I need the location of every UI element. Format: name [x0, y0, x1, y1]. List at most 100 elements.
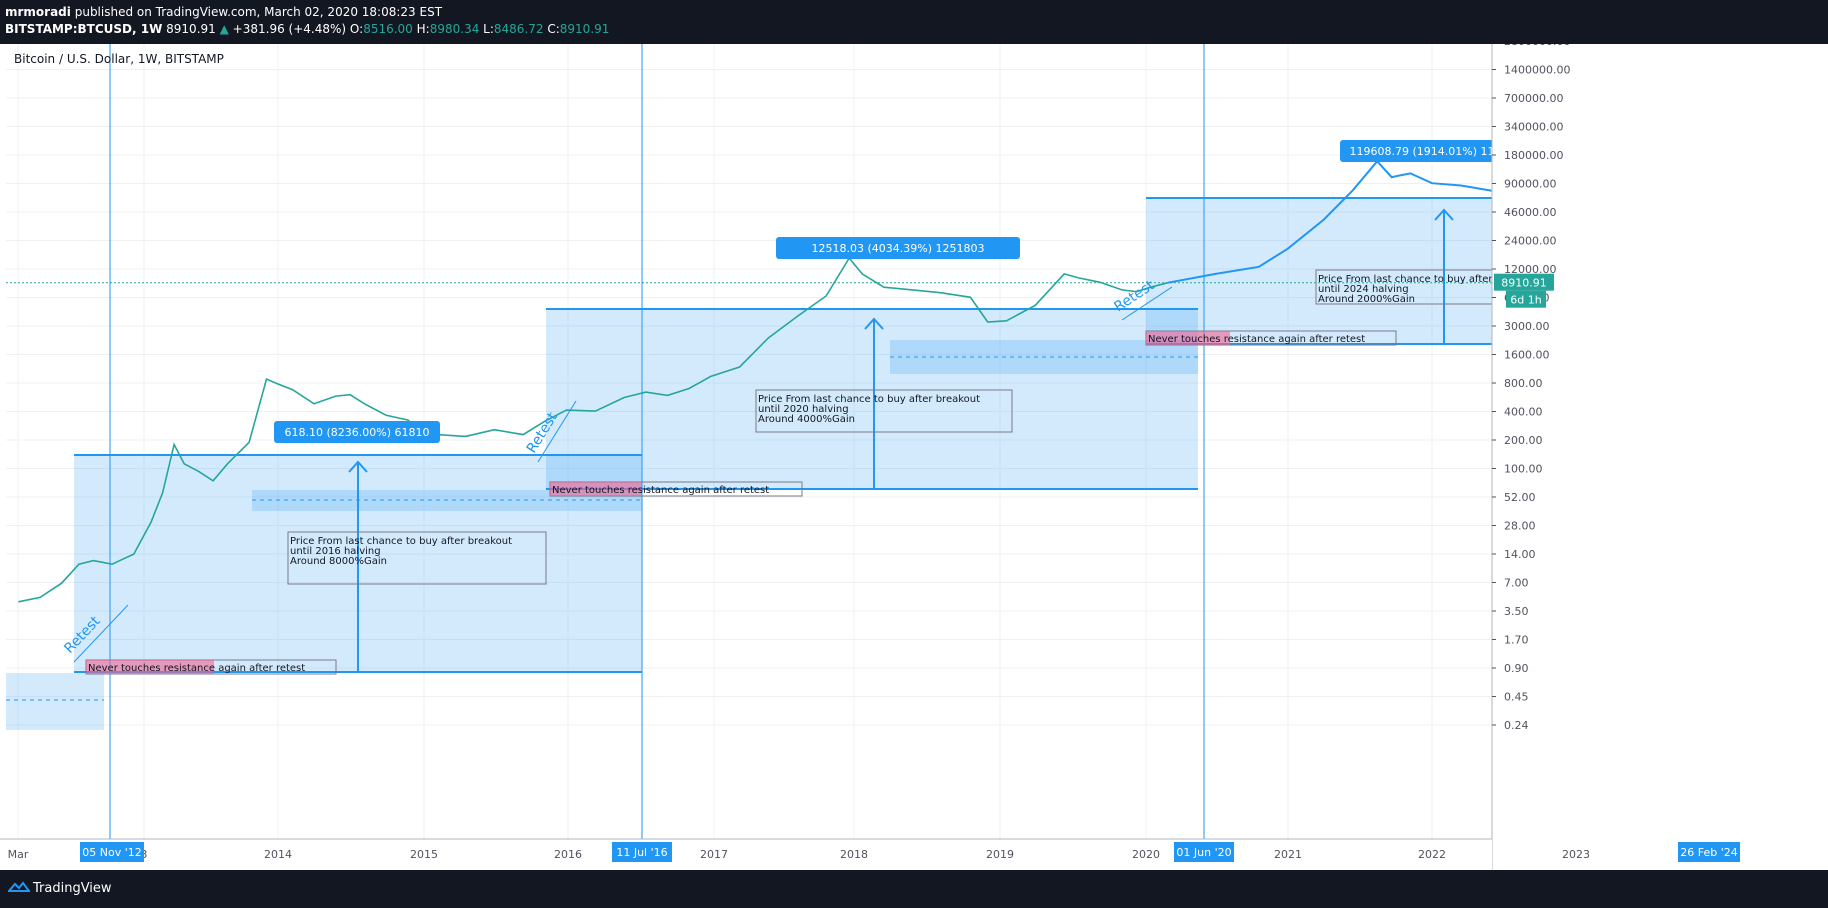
time-marker-bg	[1174, 842, 1234, 862]
time-marker-bg	[80, 842, 144, 862]
high-label: H:	[416, 22, 430, 36]
price-tick-label: 700000.00	[1504, 92, 1564, 105]
time-marker-label: 05 Nov '12	[82, 846, 141, 859]
time-tick-label: 2015	[410, 848, 438, 861]
price-tick-label: 800.00	[1504, 377, 1543, 390]
chart-title: Bitcoin / U.S. Dollar, 1W, BITSTAMP	[14, 52, 224, 66]
tradingview-logo-icon[interactable]	[8, 880, 30, 894]
price-tick-label: 52.00	[1504, 491, 1536, 504]
never-touch-label: Never touches resistance again after ret…	[552, 485, 769, 496]
high-value: 8980.34	[429, 22, 480, 36]
time-marker-label: 11 Jul '16	[616, 846, 667, 859]
gain-arrow-head	[1434, 208, 1454, 221]
grid-lines	[6, 40, 1577, 839]
author-name[interactable]: mrmoradi	[5, 5, 71, 19]
brand-name[interactable]: TradingView	[33, 881, 112, 896]
up-arrow-icon: ▲	[219, 22, 229, 36]
price-tick-label: 3.50	[1504, 605, 1529, 618]
note-line: until 2024 halving	[1318, 284, 1409, 295]
price-tick-label: 12000.00	[1504, 263, 1557, 276]
never-touch-highlight	[1146, 331, 1230, 345]
gain-label: 618.10 (8236.00%) 61810	[285, 426, 430, 439]
last-price: 8910.91	[166, 22, 216, 36]
note-line: Around 2000%Gain	[1318, 294, 1415, 305]
time-tick-label: Mar	[8, 848, 29, 861]
time-marker-bg	[1678, 842, 1740, 862]
price-tick-label: 1.70	[1504, 634, 1529, 647]
footer-bar: TradingView	[0, 870, 1828, 908]
price-tick-label: 400.00	[1504, 406, 1543, 419]
range-box-2020	[546, 309, 1198, 489]
price-tick-label: 3000.00	[1504, 320, 1550, 333]
open-value: 8516.00	[363, 22, 413, 36]
never-touch-label: Never touches resistance again after ret…	[88, 663, 305, 674]
time-axis-bg	[0, 839, 1492, 870]
quote-line: BITSTAMP:BTCUSD, 1W 8910.91 ▲ +381.96 (+…	[5, 22, 609, 36]
time-tick-label: 2018	[840, 848, 868, 861]
time-tick-label: 2023	[1562, 848, 1590, 861]
note-line: Price From last chance to buy after brea…	[290, 536, 512, 547]
price-tick-label: 7.00	[1504, 577, 1529, 590]
price-tick-label: 180000.00	[1504, 149, 1564, 162]
price-chart[interactable]: 618.10 (8236.00%) 61810 12518.03 (4034.39…	[0, 35, 1828, 870]
chart-area[interactable]: 618.10 (8236.00%) 61810 12518.03 (4034.39…	[0, 35, 1828, 870]
price-tick-label: 90000.00	[1504, 178, 1557, 191]
gain-arrow-head	[864, 317, 884, 330]
gain-label-bg	[274, 421, 440, 443]
time-marker-bg	[612, 842, 672, 862]
note-line: until 2020 halving	[758, 404, 849, 415]
last-price-badge	[1494, 273, 1554, 291]
countdown-badge-text: 6d 1h	[1510, 294, 1541, 307]
consolidation-box-1	[6, 673, 104, 730]
note-line: until 2016 halving	[290, 546, 381, 557]
time-axis[interactable]: Mar3201420152016201720182019202020212022…	[0, 838, 1740, 870]
price-tick-label: 200.00	[1504, 434, 1543, 447]
time-tick-label: 2014	[264, 848, 292, 861]
time-tick-label: 2021	[1274, 848, 1302, 861]
change-value: +381.96 (+4.48%)	[232, 22, 347, 36]
price-tick-label: 2800000.00	[1504, 44, 1570, 48]
note-box	[287, 531, 547, 585]
note-line: Around 8000%Gain	[290, 556, 387, 567]
never-touch-highlight	[86, 660, 214, 674]
header-bar: mrmoradi published on TradingView.com, M…	[0, 0, 1828, 44]
countdown-badge	[1506, 290, 1546, 308]
price-axis[interactable]: 2800000.00 1400000.00 700000.00 340000.00 18…	[1491, 35, 1828, 870]
price-axis-bg	[1492, 44, 1828, 870]
time-tick-label: 2022	[1418, 848, 1446, 861]
time-tick-label: 2017	[700, 848, 728, 861]
retest-line	[73, 604, 129, 663]
price-tick-label: 1600.00	[1504, 349, 1550, 362]
note-box	[755, 389, 1013, 433]
gain-label-bg	[776, 237, 1020, 259]
never-touch-highlight	[550, 482, 642, 496]
close-value: 8910.91	[559, 22, 610, 36]
price-tick-label: 0.45	[1504, 691, 1529, 704]
gain-label: 12518.03 (4034.39%) 1251803	[812, 242, 985, 255]
time-marker-label: 01 Jun '20	[1176, 846, 1231, 859]
price-tick-label: 0.90	[1504, 662, 1529, 675]
price-tick-label: 24000.00	[1504, 235, 1557, 248]
symbol-label: BITSTAMP:BTCUSD, 1W	[5, 22, 163, 36]
price-tick-label: 28.00	[1504, 520, 1536, 533]
open-label: O:	[349, 22, 364, 36]
last-price-badge-text: 8910.91	[1501, 277, 1547, 290]
time-tick-label: 2016	[554, 848, 582, 861]
gain-label: 119608.79 (1914.01%) 11960879	[1350, 145, 1537, 158]
published-text: published on TradingView.com, March 02, …	[74, 5, 443, 19]
low-value: 8486.72	[493, 22, 544, 36]
price-tick-label: 100.00	[1504, 463, 1543, 476]
publish-info: mrmoradi published on TradingView.com, M…	[5, 5, 442, 19]
note-line: Price From last chance to buy after brea…	[758, 394, 980, 405]
close-label: C:	[547, 22, 560, 36]
price-tick-label: 46000.00	[1504, 206, 1557, 219]
retest-line	[537, 400, 577, 463]
price-tick-label: 1400000.00	[1504, 64, 1570, 77]
note-line: Around 4000%Gain	[758, 414, 855, 425]
low-label: L:	[483, 22, 494, 36]
never-touch-label: Never touches resistance again after ret…	[1148, 334, 1365, 345]
price-tick-label: 340000.00	[1504, 121, 1564, 134]
gain-arrow-head	[348, 460, 368, 473]
halving-lines	[109, 44, 1454, 839]
time-tick-label: 2019	[986, 848, 1014, 861]
